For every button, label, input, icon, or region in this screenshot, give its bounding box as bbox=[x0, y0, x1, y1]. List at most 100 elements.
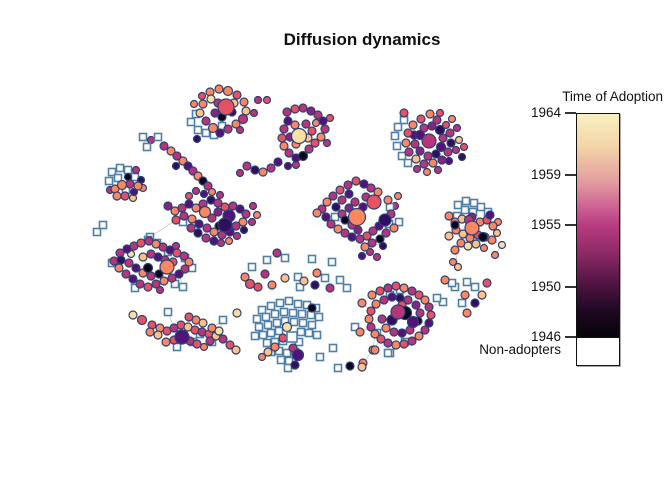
adopter-node bbox=[454, 135, 464, 145]
adopter-node bbox=[351, 176, 361, 186]
non-adopter-node bbox=[263, 320, 273, 330]
non-adopter-node bbox=[193, 125, 203, 135]
adopter-node bbox=[438, 133, 448, 143]
adopter-node bbox=[378, 213, 392, 227]
adopter-node bbox=[224, 236, 234, 246]
adopter-node bbox=[421, 133, 437, 149]
non-adopter-node bbox=[284, 296, 294, 306]
adopter-node bbox=[207, 213, 217, 223]
adopter-node bbox=[360, 242, 370, 252]
adopter-node bbox=[337, 195, 347, 205]
adopter-node bbox=[479, 243, 489, 253]
non-adopter-node bbox=[92, 227, 102, 237]
adopter-node bbox=[184, 312, 194, 322]
legend-title: Time of Adoption bbox=[562, 89, 663, 104]
adopter-node bbox=[253, 282, 263, 292]
adopter-node bbox=[257, 352, 267, 362]
adopter-node bbox=[497, 240, 507, 250]
adopter-node bbox=[239, 225, 249, 235]
adopter-node bbox=[249, 108, 259, 118]
adopter-node bbox=[422, 167, 432, 177]
non-adopter-node bbox=[254, 322, 264, 332]
adopter-node bbox=[335, 185, 345, 195]
adopter-node bbox=[383, 195, 393, 205]
adopter-node bbox=[114, 263, 124, 273]
adopter-node bbox=[444, 231, 454, 241]
legend-colorbar bbox=[576, 113, 620, 339]
non-adopter-node bbox=[289, 317, 299, 327]
adopter-node bbox=[258, 167, 268, 177]
non-adopter-node bbox=[383, 348, 393, 358]
adopter-node bbox=[180, 264, 190, 274]
adopter-node bbox=[443, 147, 453, 157]
adopter-node bbox=[166, 146, 176, 156]
adopter-node bbox=[437, 155, 447, 165]
adopter-node bbox=[415, 146, 425, 156]
adopter-node bbox=[424, 318, 434, 328]
adopter-node bbox=[250, 165, 260, 175]
adopter-node bbox=[205, 336, 215, 346]
adopter-node bbox=[263, 347, 273, 357]
adopter-node bbox=[131, 263, 141, 273]
adopter-node bbox=[189, 99, 199, 109]
adopter-node bbox=[238, 217, 248, 227]
adopter-node bbox=[198, 99, 208, 109]
adopter-node bbox=[412, 164, 422, 174]
non-adopter-node bbox=[186, 117, 196, 127]
adopter-node bbox=[232, 231, 242, 241]
adopter-node bbox=[390, 304, 406, 320]
adopter-node bbox=[128, 274, 138, 284]
non-adopter-node bbox=[314, 312, 324, 322]
non-adopter-node bbox=[328, 343, 338, 353]
non-adopter-node bbox=[178, 282, 188, 292]
adopter-node bbox=[186, 223, 196, 233]
adopter-node bbox=[143, 282, 153, 292]
adopter-node bbox=[435, 108, 445, 118]
adopter-node bbox=[318, 116, 328, 126]
adopter-node bbox=[445, 128, 455, 138]
adopter-node bbox=[328, 191, 338, 201]
adopter-node bbox=[291, 348, 305, 362]
adopter-node bbox=[232, 90, 242, 100]
adopter-node bbox=[151, 279, 161, 289]
adopter-node bbox=[192, 339, 202, 349]
non-adopter-node bbox=[107, 167, 117, 177]
adopter-node bbox=[231, 345, 241, 355]
legend-tick-label: 1950 bbox=[530, 279, 561, 294]
non-adopter-node bbox=[153, 132, 163, 142]
non-adopter-node bbox=[258, 330, 268, 340]
adopter-node bbox=[391, 340, 401, 350]
adopter-node bbox=[416, 114, 426, 124]
adopter-node bbox=[116, 255, 126, 265]
adopter-node bbox=[389, 327, 399, 337]
adopter-node bbox=[312, 208, 322, 218]
adopter-node bbox=[381, 228, 391, 238]
adopter-node bbox=[232, 308, 242, 318]
non-adopter-node bbox=[296, 327, 306, 337]
legend-tick-label: 1959 bbox=[530, 167, 561, 182]
adopter-node bbox=[253, 95, 263, 105]
adopter-node bbox=[446, 138, 456, 148]
adopter-node bbox=[199, 189, 209, 199]
adopter-node bbox=[371, 299, 381, 309]
adopter-node bbox=[124, 258, 134, 268]
adopter-node bbox=[397, 328, 407, 338]
adopter-node bbox=[477, 290, 487, 300]
adopter-node bbox=[304, 144, 314, 154]
adopter-node bbox=[357, 251, 367, 261]
adopter-node bbox=[343, 180, 353, 190]
non-adopter-node bbox=[333, 363, 343, 373]
adopter-node bbox=[172, 151, 182, 161]
adopter-node bbox=[252, 210, 262, 220]
non-adopter-node bbox=[306, 310, 316, 320]
non-adopter-node bbox=[172, 342, 182, 352]
non-adopter-node bbox=[295, 282, 305, 292]
adopter-node bbox=[179, 251, 189, 261]
non-adopter-node bbox=[293, 299, 303, 309]
adopter-node bbox=[174, 269, 184, 279]
non-adopter-node bbox=[307, 320, 317, 330]
legend-tick-label: 1955 bbox=[530, 217, 561, 232]
non-adopter-node bbox=[304, 328, 314, 338]
non-adopter-node bbox=[279, 307, 289, 317]
